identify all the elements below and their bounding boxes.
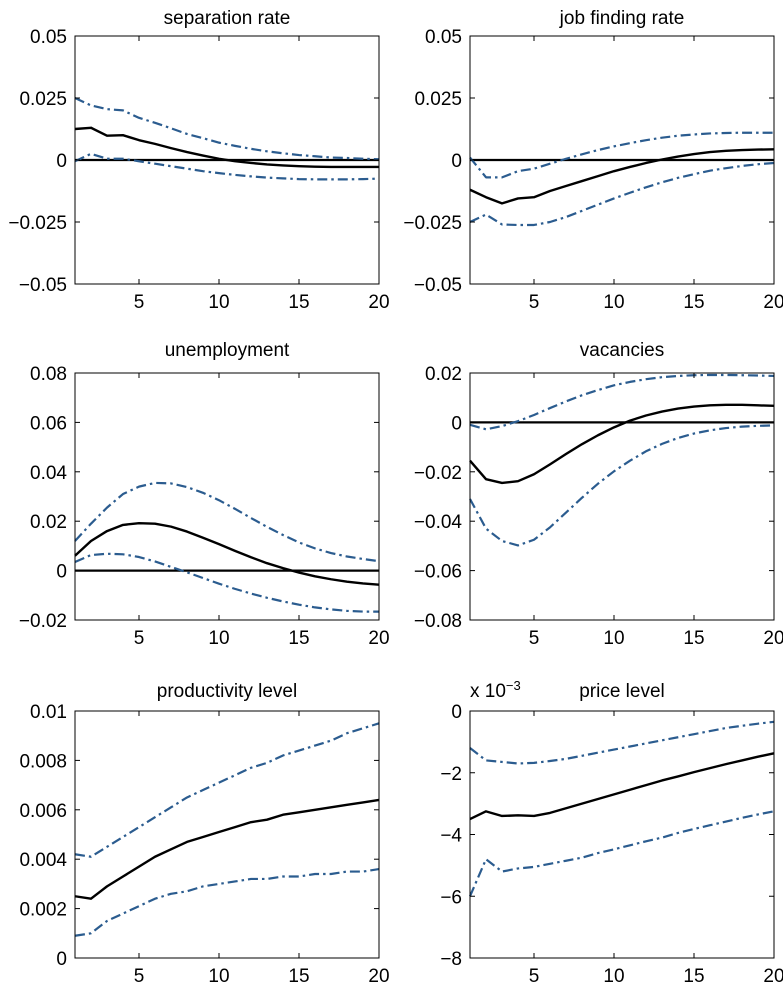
y-tick-label: 0 bbox=[451, 702, 462, 723]
axes-frame bbox=[469, 372, 775, 621]
panel-vacancies: vacancies 5 10 15 20 −0.08 −0.06 −0.04 −0.02 0 0.… bbox=[414, 340, 783, 649]
x-tick-label: 5 bbox=[134, 966, 145, 987]
series-line-lower-band bbox=[469, 161, 775, 227]
x-tick-label: 20 bbox=[368, 292, 389, 313]
x-tick-label: 20 bbox=[368, 628, 389, 649]
series-line-lower-band bbox=[74, 867, 380, 937]
y-tick-label: 0.002 bbox=[19, 900, 67, 921]
y-tick-label: −8 bbox=[440, 949, 462, 970]
x-tick-label: 20 bbox=[368, 966, 389, 987]
x-tick-label: 20 bbox=[763, 628, 783, 649]
y-tick-label: −2 bbox=[440, 764, 462, 785]
x-tick-label: 20 bbox=[763, 966, 783, 987]
series-line-estimate bbox=[469, 403, 775, 485]
series-line-upper-band bbox=[74, 481, 380, 563]
panel-price-level: price level x 10−3 5 10 15 20 −8 −6 −4 −2 0 bbox=[440, 678, 783, 987]
x-tick-label: 10 bbox=[208, 628, 229, 649]
series-line-lower-band bbox=[468, 810, 775, 897]
y-tick-label: −0.06 bbox=[414, 562, 462, 583]
panel-job-finding-rate: job finding rate 5 10 15 20 −0.05 −0.025 0 0.02… bbox=[403, 8, 783, 313]
x-tick-label: 10 bbox=[603, 292, 624, 313]
x-tick-label: 15 bbox=[683, 628, 704, 649]
y-tick-label: −0.02 bbox=[414, 463, 462, 484]
x-tick-label: 5 bbox=[134, 628, 145, 649]
y-tick-label: −0.025 bbox=[8, 213, 67, 234]
x-tick-label: 10 bbox=[208, 966, 229, 987]
x-tick-label: 15 bbox=[288, 966, 309, 987]
panel-title: productivity level bbox=[157, 681, 297, 702]
series-line-upper-band bbox=[74, 722, 380, 858]
series-line-upper-band bbox=[469, 720, 775, 765]
y-exponent-sup: −3 bbox=[506, 678, 521, 693]
x-tick-label: 15 bbox=[683, 292, 704, 313]
y-exponent-base: x 10 bbox=[470, 681, 506, 702]
series-line-estimate bbox=[469, 148, 775, 205]
panel-title: vacancies bbox=[580, 340, 665, 361]
x-tick-label: 15 bbox=[288, 628, 309, 649]
y-tick-label: 0 bbox=[451, 151, 462, 172]
axes-frame bbox=[74, 710, 380, 959]
y-tick-label: 0 bbox=[56, 151, 67, 172]
y-tick-label: −0.08 bbox=[414, 611, 462, 632]
y-tick-label: 0 bbox=[451, 413, 462, 434]
y-tick-label: −0.05 bbox=[414, 275, 462, 296]
y-tick-label: −0.05 bbox=[19, 275, 67, 296]
y-tick-label: 0 bbox=[56, 949, 67, 970]
panel-title: unemployment bbox=[165, 340, 290, 361]
series-line-estimate bbox=[74, 126, 379, 169]
y-tick-label: −0.025 bbox=[403, 213, 462, 234]
panel-title: price level bbox=[579, 681, 665, 702]
y-tick-label: 0.008 bbox=[19, 751, 67, 772]
y-tick-label: 0.05 bbox=[425, 27, 462, 48]
y-tick-label: −0.02 bbox=[19, 611, 67, 632]
y-tick-label: 0.08 bbox=[30, 364, 67, 385]
panel-productivity-level: productivity level 5 10 15 20 0 0.002 0.004 0.0… bbox=[19, 681, 389, 987]
y-tick-label: 0.025 bbox=[19, 89, 67, 110]
series-line-lower-band bbox=[74, 552, 379, 613]
panel-separation-rate: separation rate 5 10 15 20 −0.05 −0.025 0 0.025… bbox=[8, 8, 389, 313]
y-tick-label: 0.04 bbox=[30, 463, 67, 484]
x-tick-label: 5 bbox=[529, 966, 540, 987]
y-tick-label: 0.025 bbox=[414, 89, 462, 110]
x-tick-label: 10 bbox=[603, 628, 624, 649]
x-tick-label: 15 bbox=[683, 966, 704, 987]
series-line-upper-band bbox=[469, 373, 775, 431]
panel-title: job finding rate bbox=[559, 8, 685, 29]
y-tick-label: −0.04 bbox=[414, 512, 463, 533]
panel-unemployment: unemployment 5 10 15 20 −0.02 0 0.02 0.04 0.06 0.… bbox=[19, 340, 390, 649]
x-tick-label: 20 bbox=[763, 292, 783, 313]
series-line-lower-band bbox=[469, 424, 775, 547]
y-tick-label: 0.02 bbox=[30, 512, 67, 533]
y-tick-label: 0.02 bbox=[425, 364, 462, 385]
x-tick-label: 10 bbox=[603, 966, 624, 987]
axes-frame bbox=[74, 372, 380, 621]
y-tick-label: 0.01 bbox=[30, 702, 67, 723]
y-tick-label: 0.05 bbox=[30, 27, 67, 48]
x-tick-label: 5 bbox=[529, 292, 540, 313]
series-line-estimate bbox=[74, 521, 380, 586]
x-tick-label: 5 bbox=[134, 292, 145, 313]
series-line-estimate bbox=[74, 798, 380, 900]
x-tick-label: 5 bbox=[529, 628, 540, 649]
y-tick-label: −4 bbox=[440, 826, 462, 847]
x-tick-label: 15 bbox=[288, 292, 309, 313]
series-line-upper-band bbox=[469, 131, 774, 179]
series-line-upper-band bbox=[74, 97, 380, 161]
y-tick-label: 0.06 bbox=[30, 413, 67, 434]
x-tick-label: 10 bbox=[208, 292, 229, 313]
y-tick-label: −6 bbox=[440, 887, 462, 908]
y-tick-label: 0 bbox=[56, 562, 67, 583]
y-exponent-label: x 10−3 bbox=[470, 678, 521, 702]
y-tick-label: 0.004 bbox=[19, 850, 67, 871]
panel-title: separation rate bbox=[164, 8, 291, 29]
series-line-estimate bbox=[469, 752, 775, 821]
y-tick-label: 0.006 bbox=[19, 801, 67, 822]
